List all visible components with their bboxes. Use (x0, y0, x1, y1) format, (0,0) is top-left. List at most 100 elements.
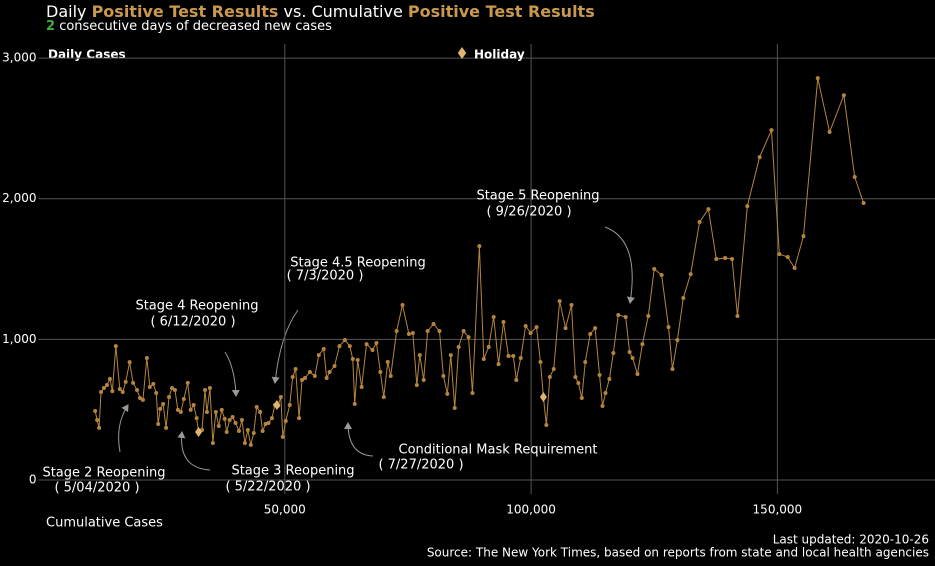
data-point (745, 204, 750, 209)
data-point (194, 416, 199, 421)
x-tick-label: 100,000 (506, 503, 556, 517)
data-point (117, 386, 122, 391)
data-point (452, 405, 457, 410)
data-point (518, 356, 523, 361)
data-point (364, 342, 369, 347)
data-point (646, 313, 651, 318)
data-point (456, 345, 461, 350)
data-point (248, 442, 253, 447)
x-tick-label: 150,000 (753, 503, 803, 517)
data-point (350, 357, 355, 361)
data-point (827, 130, 832, 135)
data-point (528, 330, 533, 335)
subtitle-text: consecutive days of decreased new cases (59, 19, 332, 34)
arrow (118, 404, 129, 453)
data-point (481, 357, 486, 361)
data-point (627, 349, 632, 354)
y-tick-label: 3,000 (2, 51, 36, 65)
data-point (461, 329, 466, 334)
data-point (188, 407, 193, 412)
data-point (815, 76, 820, 81)
data-point (120, 390, 125, 395)
data-point (210, 440, 215, 445)
holiday-marker (273, 399, 281, 410)
data-point (410, 330, 415, 335)
x-tick-label: 50,000 (264, 503, 306, 517)
data-point (466, 335, 471, 340)
data-point (616, 312, 621, 317)
data-point (332, 364, 337, 369)
data-point (603, 391, 608, 396)
title-part: Positive Test Results (408, 2, 595, 21)
data-point (99, 390, 104, 395)
data-point (635, 372, 640, 377)
data-point (769, 128, 774, 133)
data-point (254, 404, 259, 409)
data-point (181, 396, 186, 401)
data-point (723, 256, 728, 261)
data-point (127, 360, 132, 365)
title-part: Positive Test Results (92, 2, 279, 21)
y-tick-label: 2,000 (2, 191, 36, 205)
data-point (514, 377, 519, 382)
data-point (222, 416, 227, 421)
data-point (852, 175, 857, 180)
data-point (202, 387, 207, 392)
data-point (227, 418, 232, 423)
data-point (666, 325, 671, 330)
annotation-date: ( 5/04/2020 ) (54, 481, 139, 496)
data-point (140, 397, 145, 402)
data-point (151, 381, 156, 386)
data-point (260, 429, 265, 433)
data-point (302, 375, 307, 380)
data-point (161, 402, 166, 406)
data-point (95, 418, 100, 423)
data-point (801, 234, 806, 239)
data-point (607, 376, 612, 381)
data-point (269, 416, 274, 421)
data-point (300, 377, 305, 382)
data-point (178, 410, 183, 415)
data-point (496, 362, 501, 367)
data-point (506, 354, 511, 359)
data-point (431, 321, 436, 326)
holiday-marker (539, 391, 547, 402)
data-point (266, 420, 271, 425)
data-point (448, 353, 453, 358)
data-point (579, 395, 584, 400)
data-point (659, 273, 664, 278)
data-point (557, 299, 562, 304)
data-point (547, 375, 552, 379)
data-point (156, 421, 161, 426)
data-point (169, 385, 174, 390)
chart-title: Daily Positive Test Results vs. Cumulati… (46, 2, 595, 21)
data-point (175, 407, 180, 412)
data-point (278, 394, 283, 399)
data-point (378, 369, 383, 374)
data-point (321, 347, 326, 352)
annotation: Stage 4 Reopening (135, 299, 258, 314)
x-axis-label: Cumulative Cases (46, 516, 163, 531)
data-point (593, 326, 598, 331)
data-point (185, 380, 190, 385)
data-point (219, 407, 224, 412)
data-point (287, 402, 292, 407)
data-point (576, 381, 581, 386)
data-point (600, 403, 605, 408)
data-point (224, 429, 229, 434)
arrow (604, 226, 635, 304)
holiday-marker (195, 426, 203, 437)
data-point (147, 384, 152, 389)
data-point (414, 383, 419, 388)
data-point (421, 377, 426, 382)
annotation: Conditional Mask Requirement (399, 443, 598, 458)
title-part: vs. Cumulative (278, 2, 407, 21)
data-point (233, 420, 238, 425)
data-point (406, 331, 411, 336)
data-point (777, 252, 782, 257)
data-point (312, 374, 317, 379)
data-point (374, 340, 379, 345)
data-point (675, 338, 680, 343)
data-point (394, 329, 399, 334)
